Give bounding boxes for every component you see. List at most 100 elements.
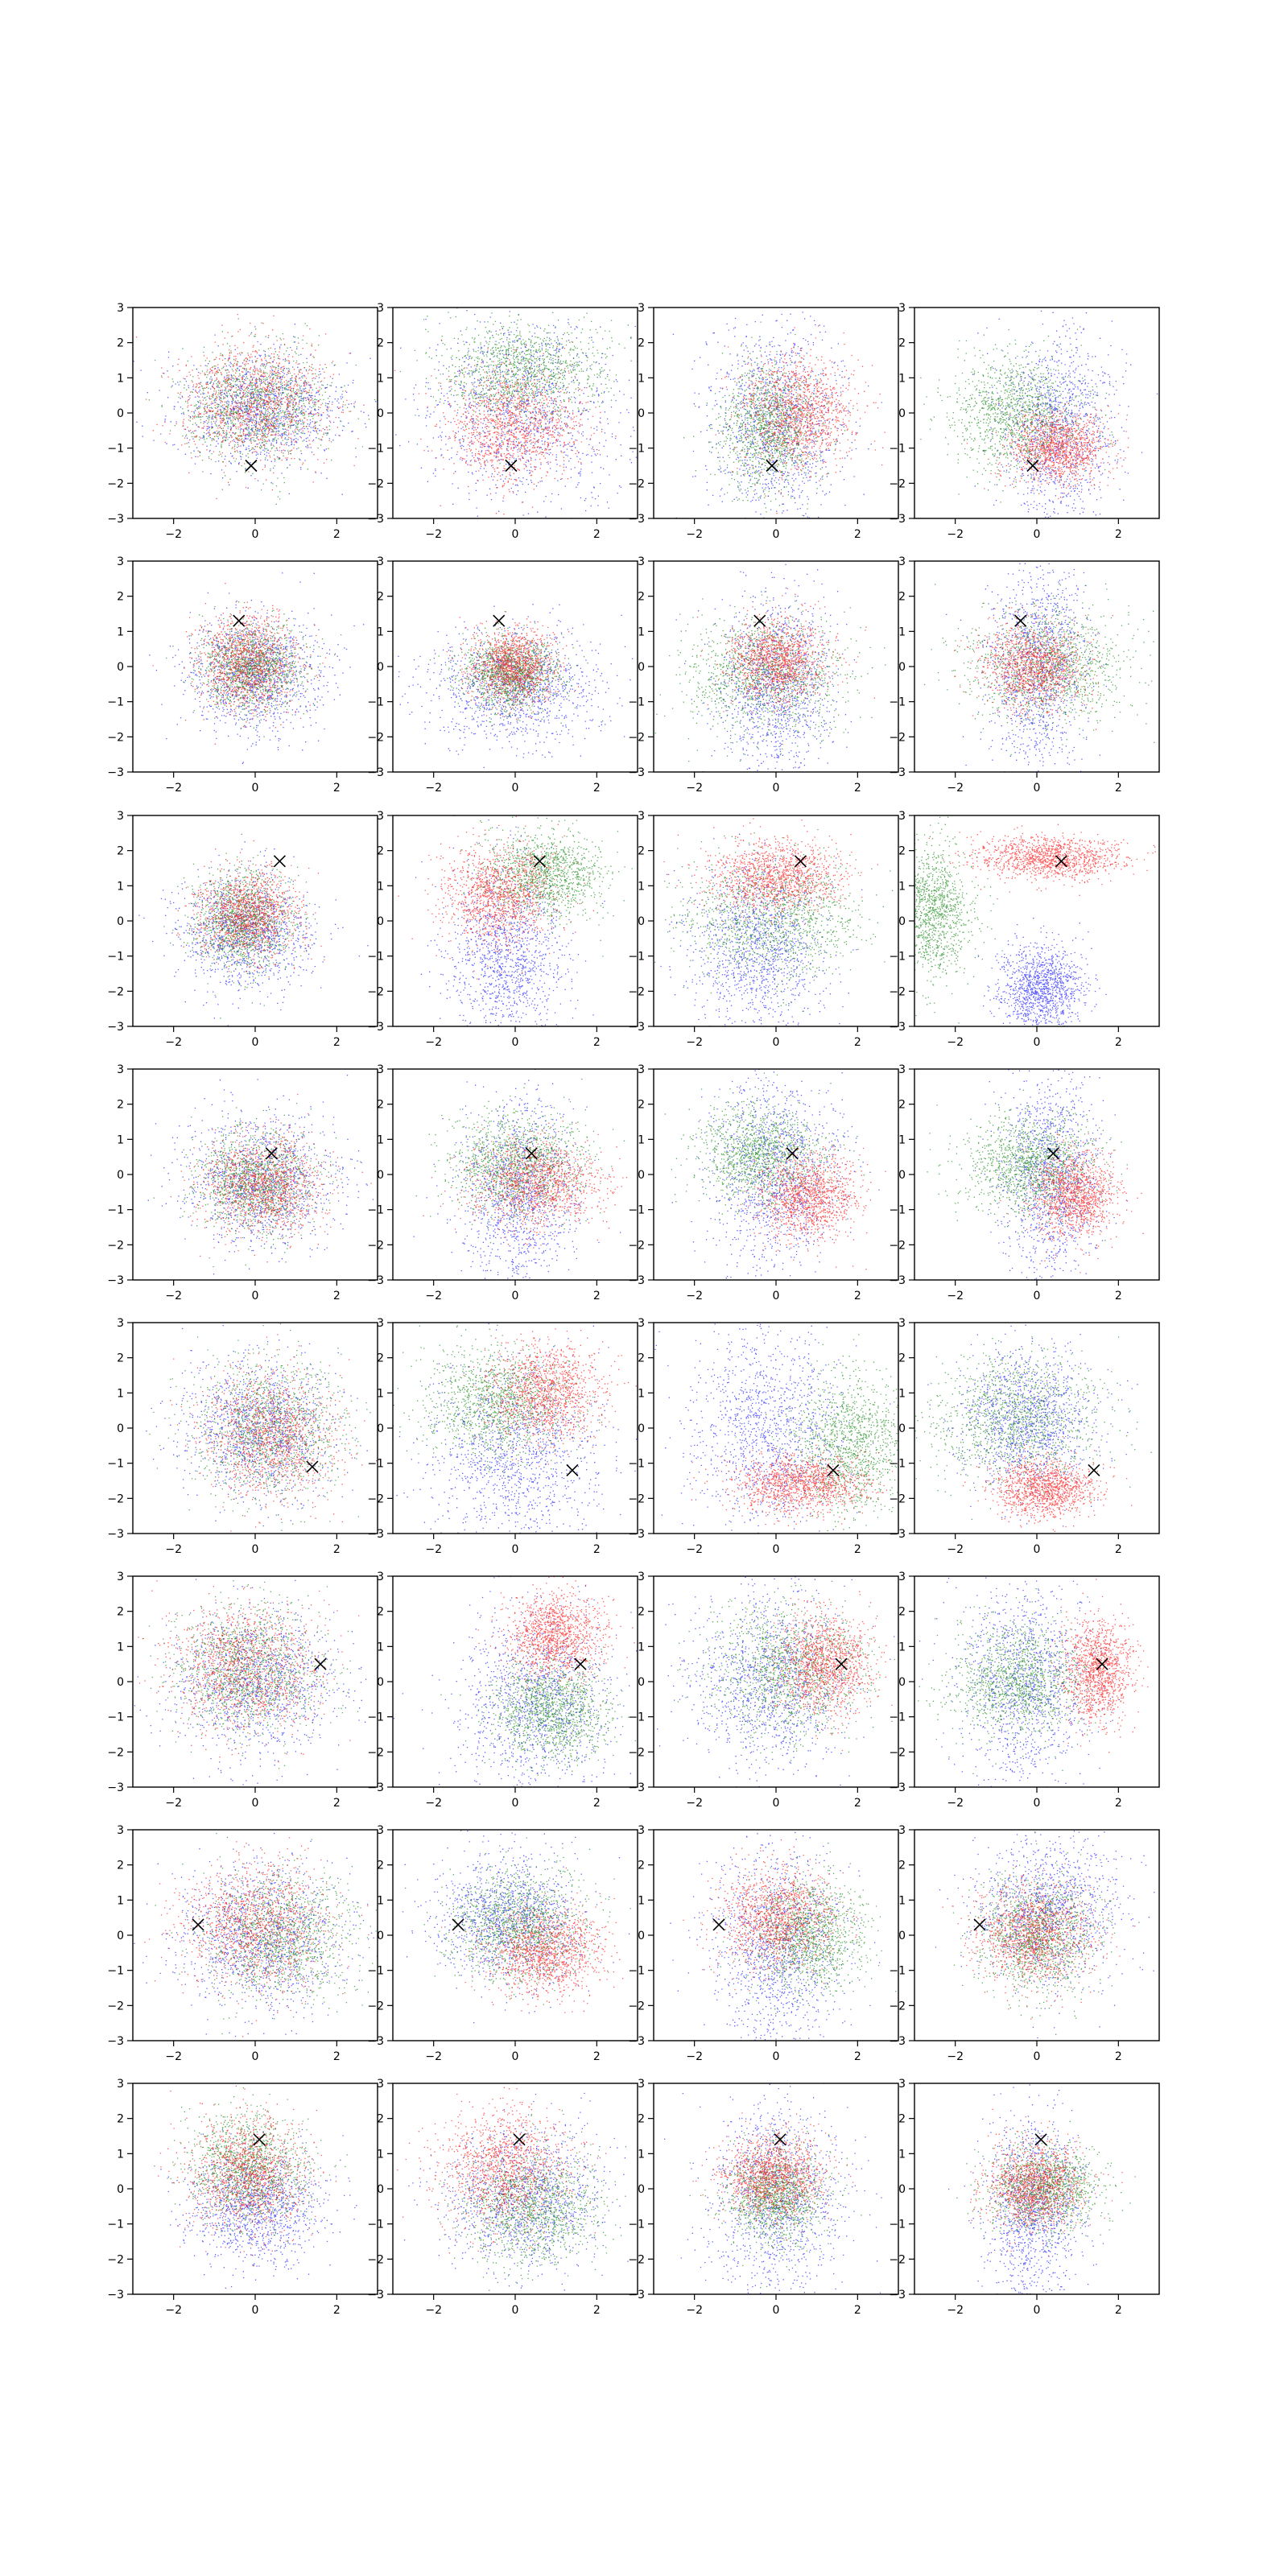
x-tick-label: 0 bbox=[773, 782, 780, 795]
y-tick-label: 0 bbox=[638, 915, 645, 928]
y-tick-label: −2 bbox=[367, 985, 384, 998]
y-tick-label: 0 bbox=[638, 2183, 645, 2196]
panel-r8-c3: −2 0 2 −3 −2 −1 0 1 2 3 bbox=[628, 2078, 899, 2317]
y-tick-label: −1 bbox=[107, 2219, 124, 2231]
x-tick-label: −2 bbox=[686, 2304, 703, 2317]
x-tick-label: −2 bbox=[686, 528, 703, 541]
y-tick-label: 0 bbox=[117, 661, 124, 674]
y-tick-label: 3 bbox=[117, 1063, 124, 1076]
x-marker bbox=[1096, 1657, 1108, 1670]
x-tick-label: 0 bbox=[252, 1290, 259, 1302]
series-red bbox=[170, 1093, 372, 1263]
x-tick-label: 0 bbox=[512, 2050, 519, 2063]
x-marker bbox=[493, 614, 506, 627]
series-red bbox=[152, 583, 327, 745]
points bbox=[402, 1830, 631, 2024]
y-tick-label: 3 bbox=[117, 555, 124, 568]
y-tick-label: −2 bbox=[107, 985, 124, 998]
x-tick-label: −2 bbox=[947, 2304, 964, 2317]
y-tick-label: 0 bbox=[638, 1422, 645, 1435]
x-tick-label: −2 bbox=[165, 1290, 182, 1302]
x-tick-label: −2 bbox=[425, 2050, 442, 2063]
plot-area bbox=[914, 308, 1159, 518]
panel-r1-c3: −2 0 2 −3 −2 −1 0 1 2 3 bbox=[628, 302, 899, 541]
y-tick-label: −2 bbox=[628, 1746, 645, 1759]
y-tick-label: 3 bbox=[898, 810, 906, 823]
points bbox=[672, 308, 886, 518]
panel-r7-c1: −2 0 2 −3 −2 −1 0 1 2 3 bbox=[107, 1824, 378, 2063]
y-tick-label: −3 bbox=[628, 1021, 645, 1034]
y-tick-label: 3 bbox=[377, 2078, 384, 2091]
y-tick-label: 2 bbox=[117, 591, 124, 604]
x-tick-label: 0 bbox=[512, 528, 519, 541]
x-tick-label: −2 bbox=[686, 1543, 703, 1556]
x-tick-label: 2 bbox=[333, 782, 341, 795]
y-tick-label: 1 bbox=[117, 2148, 124, 2161]
y-tick-label: 3 bbox=[898, 1824, 906, 1837]
x-tick-label: −2 bbox=[947, 1797, 964, 1810]
panel-r5-c1: −2 0 2 −3 −2 −1 0 1 2 3 bbox=[107, 1317, 378, 1556]
y-tick-label: −3 bbox=[107, 1274, 124, 1287]
y-tick-label: −3 bbox=[628, 1781, 645, 1794]
y-tick-label: 2 bbox=[117, 845, 124, 858]
series-red bbox=[144, 1837, 369, 2037]
y-tick-label: −2 bbox=[628, 477, 645, 490]
x-tick-label: 0 bbox=[1034, 782, 1041, 795]
series-red bbox=[463, 1328, 638, 1468]
x-tick-label: 2 bbox=[854, 1036, 861, 1049]
series-red bbox=[136, 313, 365, 499]
points bbox=[664, 2083, 882, 2294]
points bbox=[657, 1576, 898, 1787]
y-tick-label: 2 bbox=[638, 337, 645, 350]
plot-area bbox=[393, 1323, 638, 1534]
y-tick-label: 2 bbox=[898, 1352, 906, 1365]
x-tick-label: 2 bbox=[593, 2304, 601, 2317]
x-marker bbox=[835, 1657, 848, 1670]
panel-r2-c4: −2 0 2 −3 −2 −1 0 1 2 3 bbox=[889, 555, 1160, 795]
y-tick-label: 3 bbox=[117, 2078, 124, 2091]
y-tick-label: −3 bbox=[889, 513, 906, 526]
series-red bbox=[715, 325, 886, 514]
y-tick-label: 1 bbox=[377, 2148, 384, 2161]
series-blue bbox=[927, 1324, 1138, 1527]
y-tick-label: −1 bbox=[628, 1965, 645, 1978]
x-marker bbox=[786, 1147, 799, 1160]
y-tick-label: 2 bbox=[638, 845, 645, 858]
y-tick-label: 3 bbox=[638, 810, 645, 823]
series-red bbox=[394, 328, 617, 515]
y-tick-label: 1 bbox=[638, 2148, 645, 2161]
x-tick-label: 0 bbox=[1034, 1290, 1041, 1302]
y-tick-label: 0 bbox=[638, 1676, 645, 1689]
series-red bbox=[397, 2083, 607, 2254]
y-tick-label: −3 bbox=[628, 2035, 645, 2048]
y-tick-label: −3 bbox=[889, 1528, 906, 1541]
x-marker bbox=[794, 855, 807, 868]
x-tick-label: 2 bbox=[333, 1543, 341, 1556]
plot-area bbox=[133, 561, 378, 772]
y-tick-label: −2 bbox=[628, 985, 645, 998]
x-marker bbox=[233, 614, 246, 627]
panel-r8-c2: −2 0 2 −3 −2 −1 0 1 2 3 bbox=[367, 2078, 638, 2317]
x-tick-label: 2 bbox=[593, 1290, 601, 1302]
y-tick-label: 2 bbox=[117, 2113, 124, 2126]
x-marker bbox=[574, 1657, 587, 1670]
panel-r6-c1: −2 0 2 −3 −2 −1 0 1 2 3 bbox=[107, 1571, 378, 1810]
series-red bbox=[158, 2085, 337, 2267]
series-red bbox=[970, 2108, 1123, 2256]
panel-r7-c4: −2 0 2 −3 −2 −1 0 1 2 3 bbox=[889, 1824, 1160, 2063]
panel-r4-c1: −2 0 2 −3 −2 −1 0 1 2 3 bbox=[107, 1063, 378, 1302]
y-tick-label: 0 bbox=[117, 1930, 124, 1942]
y-tick-label: −3 bbox=[367, 1528, 384, 1541]
y-tick-label: −2 bbox=[628, 1492, 645, 1505]
x-tick-label: −2 bbox=[165, 1543, 182, 1556]
plot-area bbox=[914, 2083, 1159, 2294]
x-tick-label: 2 bbox=[333, 2050, 341, 2063]
x-tick-label: 2 bbox=[593, 1543, 601, 1556]
x-tick-label: 2 bbox=[854, 1290, 861, 1302]
y-tick-label: 0 bbox=[898, 1169, 906, 1182]
y-tick-label: −3 bbox=[889, 1781, 906, 1794]
y-tick-label: −1 bbox=[107, 1204, 124, 1217]
series-red bbox=[1000, 1133, 1144, 1274]
x-tick-label: −2 bbox=[947, 782, 964, 795]
y-tick-label: −2 bbox=[107, 477, 124, 490]
